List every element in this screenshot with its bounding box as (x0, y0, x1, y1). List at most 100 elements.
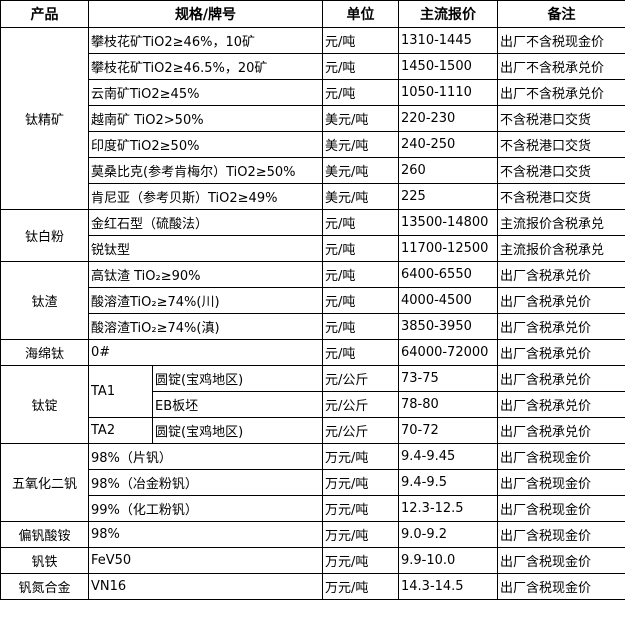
table-row: 海绵钛 0# 元/吨 64000-72000 出厂含税承兑价 (0, 339, 625, 366)
table-row: 钒铁 FeV50 万元/吨 9.9-10.0 出厂含税现金价 (0, 547, 625, 574)
spec-cell: 98%（片钒） (88, 443, 323, 470)
spec-cell: 99%（化工粉钒） (88, 495, 323, 522)
note-cell: 出厂含税承兑价 (497, 339, 625, 366)
header-price: 主流报价 (398, 0, 498, 28)
price-cell: 3850-3950 (398, 313, 498, 340)
price-cell: 1310-1445 (398, 27, 498, 54)
table-row: 钛精矿 攀枝花矿TiO2≥46%，10矿 元/吨 1310-1445 出厂不含税现金价 (0, 27, 625, 210)
spec-cell: VN16 (88, 573, 323, 600)
note-cell: 出厂含税现金价 (497, 547, 625, 574)
table-row: 偏钒酸铵 98% 万元/吨 9.0-9.2 出厂含税现金价 (0, 521, 625, 548)
price-cell: 64000-72000 (398, 339, 498, 366)
header-note: 备注 (497, 0, 625, 28)
unit-cell: 元/公斤 (322, 417, 399, 444)
table-row: 酸溶渣TiO₂≥74%(滇) 元/吨 3850-3950 出厂含税承兑价 (1, 313, 625, 340)
unit-cell: 元/公斤 (322, 365, 399, 392)
spec-cell: 98%（冶金粉钒） (88, 469, 323, 496)
note-cell: 不含税港口交货 (497, 157, 625, 184)
unit-cell: 万元/吨 (322, 495, 399, 522)
spec-cell: FeV50 (88, 547, 323, 574)
price-cell: 9.4-9.45 (398, 443, 498, 470)
spec-cell: 肯尼亚（参考贝斯）TiO2≥49% (88, 183, 323, 210)
note-cell: 主流报价含税承兑 (497, 209, 625, 236)
note-cell: 出厂含税承兑价 (497, 365, 625, 392)
note-cell: 出厂含税现金价 (497, 495, 625, 522)
table-row: 云南矿TiO2≥45% 元/吨 1050-1110 出厂不含税承兑价 (1, 79, 625, 106)
spec-cell: 酸溶渣TiO₂≥74%(川) (88, 287, 323, 314)
unit-cell: 元/吨 (322, 235, 399, 262)
price-cell: 225 (398, 183, 498, 210)
price-cell: 14.3-14.5 (398, 573, 498, 600)
product-cell: 偏钒酸铵 (0, 521, 89, 548)
price-cell: 1050-1110 (398, 79, 498, 106)
price-cell: 11700-12500 (398, 235, 498, 262)
table-row: 钛白粉 金红石型（硫酸法） 元/吨 13500-14800 主流报价含税承兑 (0, 209, 625, 262)
table-row: 锐钛型 元/吨 11700-12500 主流报价含税承兑 (1, 235, 625, 262)
table-body: 钛精矿 攀枝花矿TiO2≥46%，10矿 元/吨 1310-1445 出厂不含税现金价攀… (0, 27, 625, 600)
note-cell: 出厂含税现金价 (497, 443, 625, 470)
table-row: 钛锭 TA1 圆锭(宝鸡地区) 元/公斤 73-75 出厂含税承兑价 (0, 365, 625, 444)
price-cell: 260 (398, 157, 498, 184)
note-cell: 不含税港口交货 (497, 183, 625, 210)
spec-cell: 攀枝花矿TiO2≥46.5%，20矿 (88, 53, 323, 80)
spec-cell: EB板坯 (152, 391, 323, 418)
product-cell: 海绵钛 (0, 339, 89, 366)
table-row: 钒氮合金 VN16 万元/吨 14.3-14.5 出厂含税现金价 (0, 573, 625, 600)
note-cell: 主流报价含税承兑 (497, 235, 625, 262)
table-row: 莫桑比克(参考肯梅尔）TiO2≥50% 美元/吨 260 不含税港口交货 (1, 157, 625, 184)
spec-cell: 圆锭(宝鸡地区) (152, 365, 323, 392)
spec-cell: 越南矿 TiO2>50% (88, 105, 323, 132)
table-row: TA2 圆锭(宝鸡地区) 元/公斤 70-72 出厂含税承兑价 (1, 417, 625, 444)
price-cell: 70-72 (398, 417, 498, 444)
spec-cell: 98% (88, 521, 323, 548)
unit-cell: 万元/吨 (322, 547, 399, 574)
product-cell: 钒铁 (0, 547, 89, 574)
note-cell: 出厂含税现金价 (497, 573, 625, 600)
product-cell: 钒氮合金 (0, 573, 89, 600)
header-unit: 单位 (322, 0, 399, 28)
spec-cell: 高钛渣 TiO₂≥90% (88, 261, 323, 288)
spec-cell: 酸溶渣TiO₂≥74%(滇) (88, 313, 323, 340)
unit-cell: 元/吨 (322, 53, 399, 80)
note-cell: 出厂含税承兑价 (497, 313, 625, 340)
table-row: EB板坯 元/公斤 78-80 出厂含税承兑价 (1, 391, 625, 418)
price-cell: 13500-14800 (398, 209, 498, 236)
note-cell: 出厂不含税承兑价 (497, 53, 625, 80)
grade-cell: TA1 (88, 365, 153, 418)
table-row: 攀枝花矿TiO2≥46.5%，20矿 元/吨 1450-1500 出厂不含税承兑价 (1, 53, 625, 80)
unit-cell: 美元/吨 (322, 131, 399, 158)
spec-cell: 0# (88, 339, 323, 366)
price-cell: 9.4-9.5 (398, 469, 498, 496)
spec-cell: 锐钛型 (88, 235, 323, 262)
price-cell: 6400-6550 (398, 261, 498, 288)
table-row: 五氧化二钒 98%（片钒） 万元/吨 9.4-9.45 出厂含税现金价 (0, 443, 625, 522)
unit-cell: 元/吨 (322, 79, 399, 106)
product-cell: 钛精矿 (0, 27, 89, 210)
spec-cell: 金红石型（硫酸法） (88, 209, 323, 236)
note-cell: 出厂不含税承兑价 (497, 79, 625, 106)
table-row: 98%（冶金粉钒） 万元/吨 9.4-9.5 出厂含税现金价 (1, 469, 625, 496)
note-cell: 不含税港口交货 (497, 105, 625, 132)
unit-cell: 美元/吨 (322, 157, 399, 184)
note-cell: 出厂含税承兑价 (497, 261, 625, 288)
header-row: 产品 规格/牌号 单位 主流报价 备注 (0, 0, 625, 28)
unit-cell: 元/吨 (322, 209, 399, 236)
unit-cell: 元/吨 (322, 287, 399, 314)
table-row: 越南矿 TiO2>50% 美元/吨 220-230 不含税港口交货 (1, 105, 625, 132)
price-cell: 240-250 (398, 131, 498, 158)
table-row: 肯尼亚（参考贝斯）TiO2≥49% 美元/吨 225 不含税港口交货 (1, 183, 625, 210)
note-cell: 出厂含税现金价 (497, 469, 625, 496)
price-cell: 9.0-9.2 (398, 521, 498, 548)
note-cell: 出厂不含税现金价 (497, 27, 625, 54)
unit-cell: 元/吨 (322, 27, 399, 54)
product-cell: 钛渣 (0, 261, 89, 340)
spec-cell: 莫桑比克(参考肯梅尔）TiO2≥50% (88, 157, 323, 184)
unit-cell: 美元/吨 (322, 183, 399, 210)
spec-cell: 印度矿TiO2≥50% (88, 131, 323, 158)
table-row: 99%（化工粉钒） 万元/吨 12.3-12.5 出厂含税现金价 (1, 495, 625, 522)
unit-cell: 万元/吨 (322, 521, 399, 548)
unit-cell: 元/公斤 (322, 391, 399, 418)
unit-cell: 万元/吨 (322, 469, 399, 496)
note-cell: 出厂含税承兑价 (497, 391, 625, 418)
unit-cell: 元/吨 (322, 339, 399, 366)
